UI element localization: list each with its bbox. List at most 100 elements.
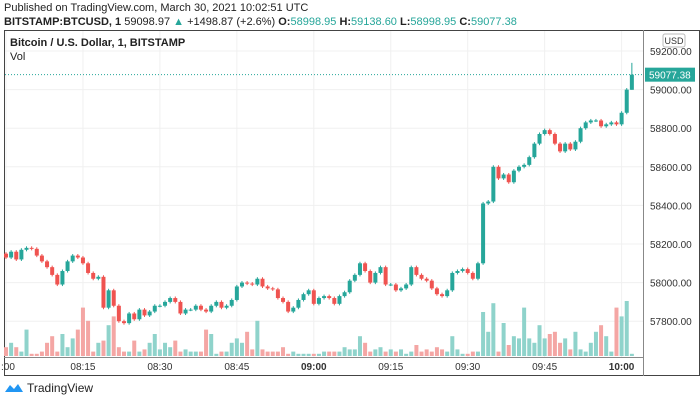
volume-bar — [183, 349, 188, 356]
time-tick-label: 08:45 — [224, 362, 249, 373]
candle-body — [465, 269, 470, 273]
candle-body — [157, 305, 162, 307]
volume-bar — [578, 349, 583, 356]
time-tick-label: 09:45 — [532, 362, 557, 373]
volume-bar — [450, 336, 455, 356]
candle-body — [75, 255, 80, 258]
candle-body — [14, 251, 19, 260]
volume-bar — [245, 331, 250, 356]
volume-bar — [357, 336, 362, 356]
candle-body — [168, 298, 173, 302]
candle-body — [301, 294, 306, 300]
volume-bar — [50, 336, 55, 356]
candle-body — [532, 143, 537, 158]
volume-bar — [188, 351, 193, 356]
volume-bar — [455, 349, 460, 356]
volume-bar — [14, 347, 19, 356]
candle-body — [183, 309, 188, 314]
currency-badge[interactable] — [662, 33, 686, 48]
candle-body — [142, 309, 147, 316]
candle-body — [537, 133, 542, 144]
candle-body — [306, 290, 311, 295]
volume-bar — [583, 351, 588, 356]
volume-bar — [609, 351, 614, 356]
candle-body — [583, 122, 588, 129]
candle-body — [511, 170, 516, 183]
candle-body — [121, 321, 126, 324]
candle-body — [29, 247, 34, 249]
candle-body — [198, 305, 203, 310]
candle-body — [91, 272, 96, 279]
volume-bar — [491, 303, 496, 356]
volume-bar — [537, 325, 542, 356]
volume-bar — [86, 320, 91, 356]
volume-bar — [178, 351, 183, 356]
candle-body — [440, 294, 445, 297]
candle-body — [250, 283, 255, 285]
volume-bar — [80, 307, 85, 356]
volume-bar — [352, 349, 357, 356]
candle-body — [460, 269, 465, 272]
volume-bar — [301, 353, 306, 356]
candle-body — [281, 298, 286, 302]
candle-body — [517, 166, 521, 171]
low-label: L: — [400, 16, 411, 28]
tradingview-logo-icon — [5, 384, 23, 392]
volume-bar — [568, 349, 573, 356]
volume-bar — [60, 334, 65, 356]
candle-body — [275, 289, 280, 299]
candle-body — [219, 301, 224, 308]
volume-bar — [45, 342, 50, 356]
volume-bar — [378, 347, 383, 356]
candle-body — [322, 296, 327, 299]
candle-body — [388, 284, 393, 286]
candle-body — [450, 272, 455, 291]
volume-bar — [219, 351, 224, 356]
volume-bar — [445, 351, 450, 356]
volume-bar — [55, 351, 60, 356]
volume-bar — [239, 342, 244, 356]
candle-body — [286, 301, 291, 312]
candle-body — [327, 296, 332, 299]
candle-body — [629, 74, 634, 90]
volume-bar — [604, 336, 609, 356]
candle-body — [501, 174, 506, 179]
candle-body — [270, 288, 275, 290]
volume-bar — [363, 342, 368, 356]
price-tick-label: 59000.00 — [650, 86, 692, 97]
volume-bar — [368, 351, 373, 356]
volume-bar — [106, 325, 111, 356]
volume-bar — [101, 340, 106, 356]
candle-body — [578, 128, 583, 142]
volume-bar — [496, 351, 501, 356]
candle-body — [588, 120, 593, 123]
tradingview-logo[interactable]: TradingView — [4, 381, 93, 395]
price-tick-label: 58000.00 — [650, 279, 692, 290]
candle-body — [163, 301, 168, 306]
candle-body — [60, 271, 65, 285]
candle-body — [65, 261, 70, 272]
candle-body — [491, 166, 496, 202]
volume-bar — [270, 351, 275, 356]
volume-bar — [511, 336, 516, 356]
candle-body — [378, 267, 383, 273]
volume-bar — [132, 340, 137, 356]
candle-body — [45, 261, 50, 268]
candle-body — [337, 296, 342, 304]
volume-bar — [624, 301, 629, 356]
candle-body — [296, 299, 301, 308]
candle-body — [593, 120, 598, 122]
candle-body — [332, 298, 337, 304]
volume-bar — [275, 351, 280, 356]
price-tick-label: 57800.00 — [650, 317, 692, 328]
candle-body — [527, 157, 532, 165]
candle-body — [399, 288, 404, 291]
low-value: 58998.95 — [410, 16, 457, 28]
volume-bar — [501, 323, 506, 356]
time-tick-label: 08:30 — [147, 362, 172, 373]
candle-body — [393, 284, 398, 291]
candle-body — [39, 255, 44, 262]
candle-body — [24, 247, 29, 250]
volume-bar — [619, 316, 624, 356]
